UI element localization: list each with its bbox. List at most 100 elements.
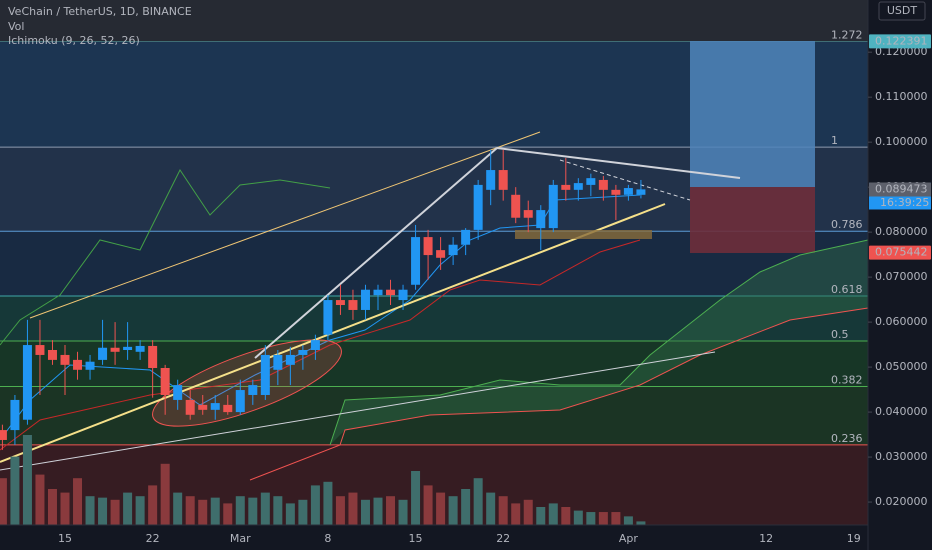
x-tick-label: 12 — [759, 532, 773, 545]
candle-body — [373, 289, 383, 296]
volume-bar — [598, 512, 608, 525]
y-tick-label: 0.120000 — [875, 45, 928, 58]
candle-body — [436, 250, 446, 258]
volume-bar — [486, 492, 496, 525]
candle-body — [148, 345, 158, 368]
trendline — [29, 131, 541, 319]
candle-body — [360, 289, 370, 310]
ichimoku-span-a — [329, 239, 869, 446]
y-tick-label: 0.060000 — [875, 315, 928, 328]
fib-label: 0.236 — [831, 432, 863, 445]
volume-bar — [135, 496, 145, 525]
volume-bar — [561, 507, 571, 525]
volume-bar — [335, 496, 345, 525]
volume-bar — [160, 463, 170, 525]
currency-box[interactable] — [878, 1, 926, 21]
volume-bar — [511, 503, 521, 525]
volume-bar — [586, 512, 596, 525]
volume-bar — [473, 478, 483, 525]
volume-bar — [386, 496, 396, 525]
candle-body — [47, 350, 57, 360]
fib-band — [0, 296, 868, 342]
price-axis — [868, 0, 932, 550]
volume-bar — [373, 497, 383, 525]
candle-body — [448, 244, 458, 256]
volume-bar — [60, 492, 70, 525]
volume-bar — [185, 496, 195, 525]
candle-body — [123, 346, 133, 350]
y-tick-label: 0.020000 — [875, 495, 928, 508]
candle-body — [523, 210, 533, 218]
volume-bar — [123, 492, 133, 525]
volume-bar — [22, 435, 32, 525]
volume-bar — [461, 489, 471, 525]
x-tick-label: 8 — [324, 532, 331, 545]
candle-body — [135, 345, 145, 352]
countdown: 16:39:25 — [880, 196, 929, 209]
volume-bar — [536, 507, 546, 525]
volume-bar — [235, 496, 245, 525]
support-box — [515, 230, 652, 239]
volume-bar — [223, 503, 233, 525]
x-tick-label: 22 — [146, 532, 160, 545]
volume-bar — [285, 503, 295, 525]
fib-label: 0.786 — [831, 218, 863, 231]
currency[interactable]: USDT — [887, 4, 918, 17]
volume-bar — [73, 478, 83, 525]
candle-body — [98, 347, 108, 360]
x-tick-label: 22 — [496, 532, 510, 545]
countdown-box — [869, 196, 931, 210]
candle-body — [323, 300, 333, 335]
volume-bar — [636, 521, 646, 525]
candle-body — [398, 289, 408, 301]
candle-body — [35, 345, 45, 355]
y-tick-label: 0.080000 — [875, 225, 928, 238]
price-label: 0.089473 — [875, 183, 928, 196]
volume-bar — [310, 485, 320, 525]
trendline — [254, 147, 498, 359]
candle-body — [386, 289, 396, 296]
trendline — [0, 203, 666, 463]
y-tick-label: 0.030000 — [875, 450, 928, 463]
volume-bar — [623, 516, 633, 525]
candle-body — [573, 183, 583, 190]
volume-bar — [173, 492, 183, 525]
chart-title: VeChain / TetherUS, 1D, BINANCE — [8, 5, 192, 18]
drawings — [0, 41, 869, 481]
volume-bar — [498, 496, 508, 525]
y-tick-label: 0.050000 — [875, 360, 928, 373]
fib-band — [0, 444, 868, 525]
volume-bar — [198, 499, 208, 525]
volume-bar — [47, 489, 57, 525]
y-tick-label: 0.040000 — [875, 405, 928, 418]
volume-bar — [611, 512, 621, 525]
candle-body — [235, 390, 245, 413]
volume-bar — [323, 481, 333, 525]
candle-body — [536, 210, 546, 229]
volume-bar — [210, 497, 220, 525]
volume-bar — [523, 499, 533, 525]
volume-bar — [573, 510, 583, 525]
volume-bar — [360, 499, 370, 525]
candle-body — [260, 354, 270, 395]
candle-body — [198, 404, 208, 410]
fib-label: 0.618 — [831, 283, 863, 296]
candle-body — [411, 237, 421, 285]
volume-bar — [548, 503, 558, 525]
trendline — [0, 351, 716, 471]
price-label-box — [869, 34, 931, 49]
candle-body — [636, 189, 646, 195]
volume-bar — [423, 485, 433, 525]
volume-bar — [411, 471, 421, 525]
volume-bar — [10, 456, 20, 525]
candle-body — [0, 430, 7, 440]
candle-body — [285, 354, 295, 365]
x-tick-label: Apr — [619, 532, 639, 545]
candle-body — [160, 367, 170, 395]
volume-bar — [398, 499, 408, 525]
candle-body — [348, 300, 358, 310]
y-tick-label: 0.100000 — [875, 135, 928, 148]
x-tick-label: 15 — [58, 532, 72, 545]
